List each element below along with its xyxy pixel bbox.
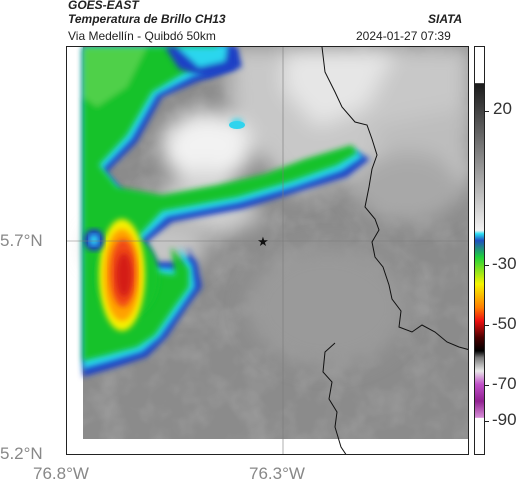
coastline [322, 342, 347, 454]
location-label: Via Medellín - Quibdó 50km [68, 29, 216, 43]
timestamp-label: 2024-01-27 07:39 [356, 29, 451, 43]
cb-label-m50: -50 [492, 314, 517, 333]
north-cell [165, 47, 243, 125]
map-panel: ★ [66, 46, 469, 455]
brightness-temperature-map: ★ [67, 47, 468, 454]
cb-label-m30: -30 [492, 254, 517, 273]
cb-tick-m50 [484, 325, 489, 326]
cb-tick-m90 [484, 421, 489, 422]
cb-tick-20 [484, 111, 489, 112]
border-line [321, 47, 468, 350]
cb-label-m70: -70 [492, 374, 517, 393]
cb-label-20: 20 [493, 99, 512, 118]
cb-label-m90: -90 [492, 410, 517, 429]
lat-label-5.7: 5.7°N [0, 231, 43, 250]
cb-tick-m30 [484, 265, 489, 266]
lon-label-76.3: 76.3°W [249, 464, 305, 483]
no-data-left [67, 47, 83, 454]
cb-tick-m70 [484, 385, 489, 386]
colorbar [474, 46, 485, 455]
source-label: SIATA [428, 12, 463, 26]
satellite-name: GOES-EAST [68, 0, 139, 12]
cold-core [84, 219, 159, 331]
lat-label-5.2: 5.2°N [0, 444, 43, 463]
city-marker-icon: ★ [257, 234, 269, 249]
cyan-patch [229, 121, 245, 129]
product-title: Temperatura de Brillo CH13 [68, 12, 226, 26]
lon-label-76.8: 76.8°W [33, 464, 89, 483]
no-data-bottom [67, 439, 468, 454]
